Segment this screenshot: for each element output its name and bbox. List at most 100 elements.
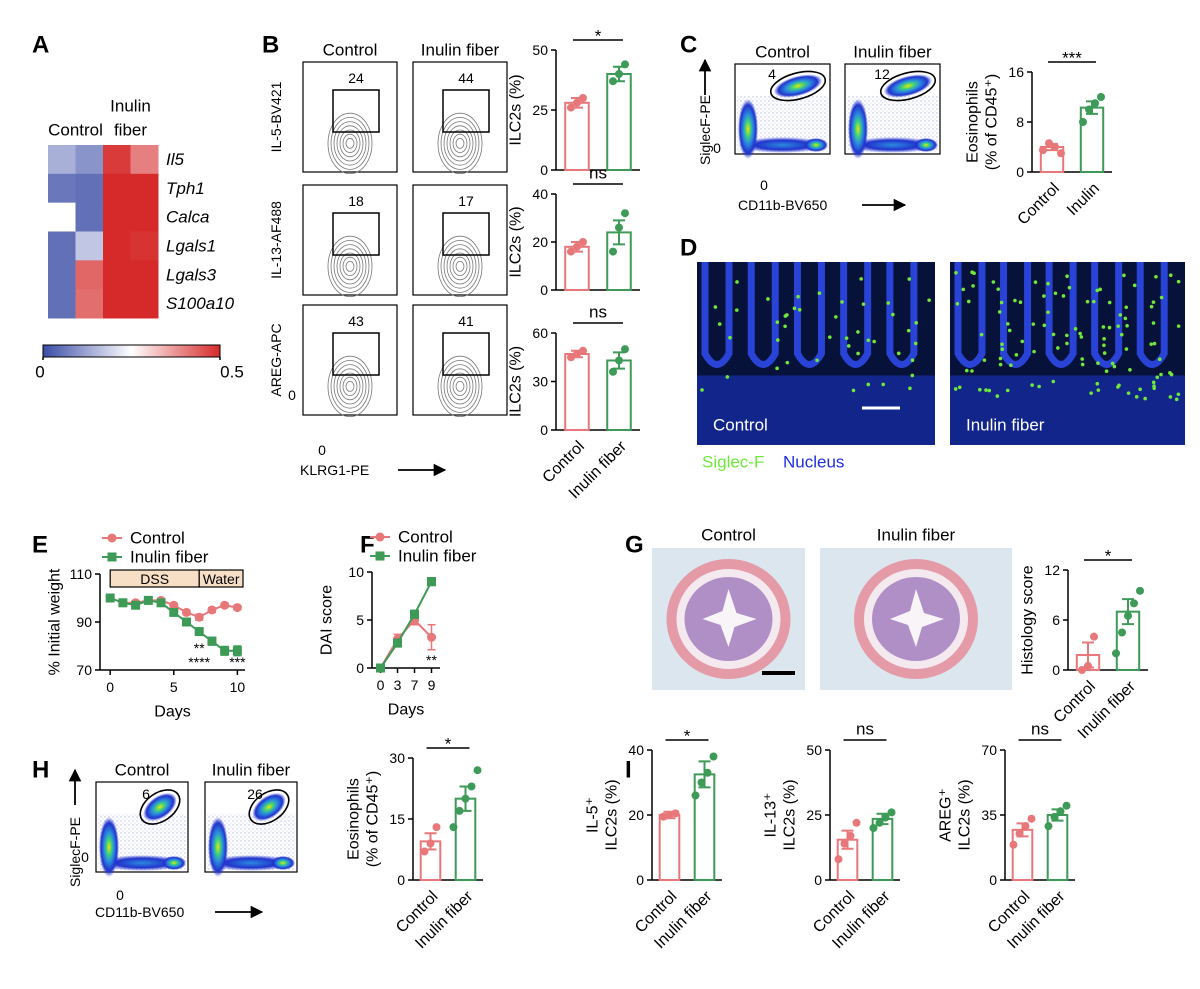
event-density xyxy=(914,138,938,152)
x-axis-label: Days xyxy=(154,704,190,721)
stained-cell xyxy=(881,382,885,387)
line-marker xyxy=(232,646,242,656)
stained-cell xyxy=(1151,300,1156,304)
gate xyxy=(332,89,380,133)
stained-cell xyxy=(908,386,912,391)
contour xyxy=(443,364,477,409)
stained-cell xyxy=(1042,294,1046,298)
stained-cell xyxy=(1124,305,1129,310)
stained-cell xyxy=(856,351,860,356)
crypt xyxy=(793,262,825,368)
line-marker xyxy=(220,646,230,656)
stained-cell xyxy=(996,287,1001,291)
stained-cell xyxy=(1168,395,1173,399)
stained-cell xyxy=(995,394,1000,398)
stained-cell xyxy=(1078,331,1082,336)
panel-label: D xyxy=(680,235,697,262)
significance-label: ns xyxy=(589,164,607,183)
annotation: **** xyxy=(188,654,210,670)
panel-label: C xyxy=(680,32,697,59)
stained-cell xyxy=(1033,280,1038,284)
heatmap-cell xyxy=(48,289,76,319)
heatmap-cell xyxy=(75,173,104,204)
flow-axis-label: SiglecF-PE xyxy=(67,817,83,887)
stained-cell xyxy=(961,287,966,292)
heatmap-cell xyxy=(75,202,104,232)
y-tick-label: 50 xyxy=(806,742,822,758)
stained-cell xyxy=(1046,281,1050,286)
data-point xyxy=(852,818,861,827)
heatmap-cell xyxy=(75,260,104,290)
stained-cell xyxy=(717,322,722,326)
stained-cell xyxy=(844,336,849,340)
column-header: Inulin fiber xyxy=(212,761,291,780)
stained-cell xyxy=(1110,361,1115,366)
data-point xyxy=(1136,586,1144,595)
heatmap-cell xyxy=(48,231,76,261)
stained-cell xyxy=(1149,342,1154,346)
data-point xyxy=(449,823,458,832)
y-axis-label: ILC2s (%) xyxy=(508,346,525,417)
panel-label: B xyxy=(262,32,279,59)
contour xyxy=(345,380,355,392)
contour xyxy=(446,125,474,162)
significance-label: * xyxy=(445,735,452,754)
contour xyxy=(455,137,465,149)
crypt xyxy=(886,262,918,368)
data-point xyxy=(1130,599,1138,608)
data-point xyxy=(567,247,575,256)
significance-label: * xyxy=(684,727,691,746)
stained-cell xyxy=(891,312,895,317)
event-density xyxy=(804,138,828,152)
line-marker xyxy=(427,577,436,587)
contour xyxy=(339,129,361,158)
row-label: Lgals3 xyxy=(166,265,217,284)
y-tick-label: 90 xyxy=(76,614,92,630)
gate xyxy=(442,212,490,256)
gate-value: 18 xyxy=(348,193,364,209)
stained-cell xyxy=(1101,325,1106,329)
stained-cell xyxy=(964,368,969,373)
line-marker xyxy=(156,598,166,608)
data-point xyxy=(659,812,668,821)
legend-label: Inulin fiber xyxy=(130,548,209,567)
stained-cell xyxy=(1065,341,1069,346)
bar xyxy=(564,353,590,431)
stained-cell xyxy=(815,358,819,363)
stained-cell xyxy=(728,335,732,340)
data-point xyxy=(609,367,617,376)
data-point xyxy=(621,60,629,69)
contour xyxy=(327,112,373,174)
stained-cell xyxy=(725,375,730,379)
stained-cell xyxy=(1073,326,1078,331)
y-axis-label: AREG⁺ xyxy=(938,788,955,842)
panel-label: A xyxy=(32,32,49,59)
y-tick-label: 15 xyxy=(389,811,405,827)
y-axis-label: IL-5⁺ xyxy=(585,797,602,833)
line-marker xyxy=(207,636,217,646)
data-point xyxy=(881,813,890,822)
stained-cell xyxy=(1042,323,1047,328)
data-point xyxy=(703,768,712,777)
data-point xyxy=(579,94,587,102)
stained-cell xyxy=(700,388,704,392)
column-label: fiber xyxy=(114,121,147,140)
data-point xyxy=(461,794,470,803)
line-marker xyxy=(107,533,117,543)
bar xyxy=(693,773,716,881)
line-marker xyxy=(118,598,128,608)
stained-cell xyxy=(999,300,1004,305)
stained-cell xyxy=(1005,388,1010,393)
gate xyxy=(332,332,380,376)
gate-value: 43 xyxy=(348,313,364,329)
stained-cell xyxy=(1000,342,1004,347)
line-marker xyxy=(194,627,204,637)
flow-axis-label: KLRG1-PE xyxy=(300,462,369,478)
contour xyxy=(440,116,480,170)
image-label: Control xyxy=(701,526,756,545)
contour xyxy=(443,121,477,166)
stained-cell xyxy=(797,307,802,312)
stained-cell xyxy=(1032,349,1036,354)
stained-cell xyxy=(966,299,971,304)
stained-cell xyxy=(1176,324,1181,328)
